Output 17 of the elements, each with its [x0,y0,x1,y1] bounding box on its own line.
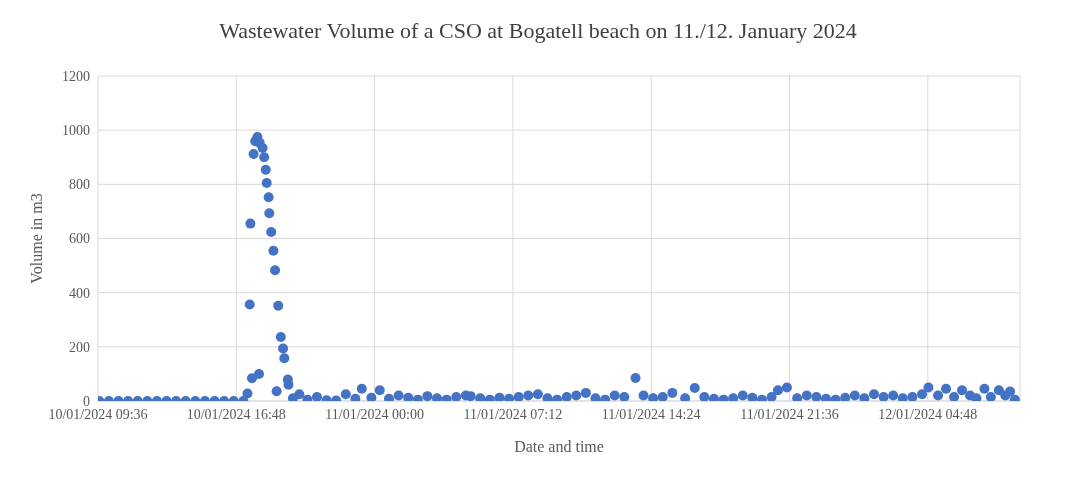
y-tick-label: 1200 [62,68,90,84]
y-tick-label: 0 [83,393,90,409]
x-tick-label: 10/01/2024 16:48 [186,406,286,422]
x-tick-label: 10/01/2024 09:36 [48,406,148,422]
y-tick-label: 400 [69,285,90,301]
y-tick-label: 800 [69,177,90,193]
y-axis-title: Volume in m3 [27,193,45,284]
y-tick-label: 600 [69,231,90,247]
y-tick-label: 1000 [62,123,90,139]
x-tick-label: 12/01/2024 04:48 [878,406,978,422]
x-tick-label: 11/01/2024 07:12 [463,406,563,422]
x-tick-label: 11/01/2024 00:00 [325,406,424,422]
x-tick-label: 11/01/2024 21:36 [740,406,839,422]
y-tick-label: 200 [69,339,90,355]
x-tick-label: 11/01/2024 14:24 [601,406,701,422]
x-axis-title: Date and time [514,438,604,455]
chart-title: Wastewater Volume of a CSO at Bogatell beach on 11./12. January 2024 [218,17,858,45]
